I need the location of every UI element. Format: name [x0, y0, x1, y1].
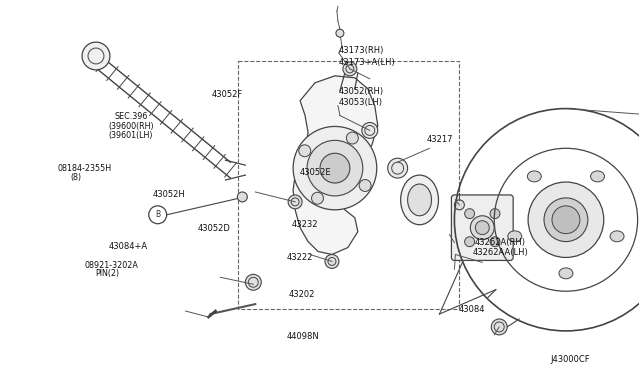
Circle shape	[476, 221, 489, 235]
Text: 43173(RH): 43173(RH)	[339, 46, 385, 55]
Circle shape	[325, 254, 339, 268]
Circle shape	[362, 122, 378, 138]
Text: 43217: 43217	[427, 135, 454, 144]
Polygon shape	[293, 76, 378, 254]
Text: B: B	[155, 210, 160, 219]
Text: 43084: 43084	[459, 305, 485, 314]
Text: 08921-3202A: 08921-3202A	[84, 260, 138, 270]
Circle shape	[492, 319, 507, 335]
Text: 43052E: 43052E	[300, 168, 332, 177]
Text: J43000CF: J43000CF	[550, 355, 590, 364]
Text: 43053(LH): 43053(LH)	[339, 98, 383, 107]
Text: (8): (8)	[70, 173, 81, 182]
Text: 43052(RH): 43052(RH)	[339, 87, 384, 96]
Circle shape	[388, 158, 408, 178]
Ellipse shape	[527, 171, 541, 182]
Text: 08184-2355H: 08184-2355H	[58, 164, 111, 173]
Text: SEC.396: SEC.396	[115, 112, 148, 121]
Text: 43084+A: 43084+A	[108, 242, 148, 251]
Text: 43262AA(LH): 43262AA(LH)	[473, 248, 529, 257]
Circle shape	[465, 209, 475, 219]
Circle shape	[299, 145, 311, 157]
Circle shape	[82, 42, 110, 70]
Circle shape	[343, 62, 357, 76]
Circle shape	[470, 216, 494, 240]
Text: 43202: 43202	[288, 290, 314, 299]
Circle shape	[359, 180, 371, 192]
Circle shape	[528, 182, 604, 257]
Circle shape	[490, 209, 500, 219]
Ellipse shape	[610, 231, 624, 242]
Ellipse shape	[591, 171, 605, 182]
Circle shape	[454, 200, 465, 210]
Text: 43222: 43222	[287, 253, 313, 262]
Circle shape	[490, 237, 500, 247]
Text: (39600(RH): (39600(RH)	[108, 122, 154, 131]
Text: PIN(2): PIN(2)	[96, 269, 120, 278]
Text: 43052F: 43052F	[212, 90, 243, 99]
Circle shape	[465, 237, 475, 247]
Ellipse shape	[408, 184, 431, 216]
Circle shape	[237, 192, 247, 202]
Circle shape	[320, 153, 350, 183]
Ellipse shape	[508, 231, 522, 242]
Circle shape	[307, 140, 363, 196]
FancyBboxPatch shape	[451, 195, 513, 260]
Circle shape	[288, 195, 302, 209]
Circle shape	[293, 126, 377, 210]
Circle shape	[552, 206, 580, 234]
Text: 43052H: 43052H	[153, 190, 186, 199]
Text: 43173+A(LH): 43173+A(LH)	[339, 58, 396, 67]
Text: 43232: 43232	[292, 220, 319, 229]
Circle shape	[346, 132, 358, 144]
Text: (39601(LH): (39601(LH)	[108, 131, 153, 140]
Text: 44098N: 44098N	[287, 332, 319, 341]
Circle shape	[544, 198, 588, 241]
Ellipse shape	[401, 175, 438, 225]
Circle shape	[312, 192, 323, 204]
Text: 43052D: 43052D	[198, 224, 230, 232]
Circle shape	[245, 274, 261, 290]
Circle shape	[336, 29, 344, 37]
Text: 43262A(RH): 43262A(RH)	[474, 238, 525, 247]
Ellipse shape	[559, 268, 573, 279]
